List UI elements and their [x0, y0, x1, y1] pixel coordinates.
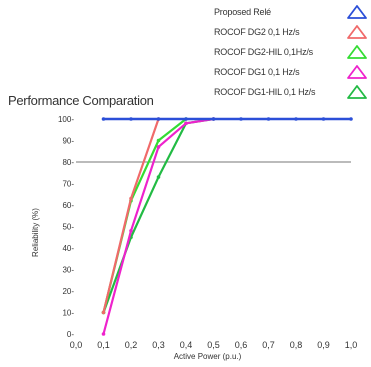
legend-label: ROCOF DG1 0,1 Hz/s	[214, 67, 300, 77]
chart-title: Performance Comparation	[8, 93, 154, 108]
data-point	[129, 196, 133, 201]
legend-swatch-icon	[347, 25, 367, 39]
x-tick-label: 0,4	[180, 340, 193, 350]
series-line-4	[102, 117, 215, 336]
y-tick-label: 80-	[62, 158, 74, 167]
data-point	[321, 117, 326, 121]
data-point	[294, 117, 298, 121]
y-tick-label: 10-	[62, 309, 74, 318]
y-tick-label: 70-	[62, 180, 74, 189]
legend-label: Proposed Relé	[214, 7, 271, 17]
x-tick-label: 0,9	[317, 340, 330, 350]
x-axis-label: Active Power (p.u.)	[174, 352, 242, 361]
legend-swatch-icon	[347, 65, 367, 79]
y-tick-label: 0-	[67, 330, 74, 339]
data-point	[101, 310, 106, 315]
data-point	[266, 117, 271, 121]
x-tick-label: 0,2	[125, 340, 138, 350]
legend-swatch-triangle	[347, 65, 367, 79]
y-axis-label: Reliability (%)	[31, 208, 40, 257]
legend-item: ROCOF DG1-HIL 0,1 Hz/s	[214, 84, 368, 104]
legend-label: ROCOF DG2 0,1 Hz/s	[214, 27, 300, 37]
data-point	[156, 175, 161, 179]
legend-item: ROCOF DG2-HIL 0,1Hz/s	[214, 44, 368, 64]
x-tick-label: 1,0	[345, 340, 358, 350]
chart-legend: Proposed Relé ROCOF DG2 0,1 Hz/s ROCOF DG2…	[214, 4, 368, 104]
y-tick-label: 90-	[62, 137, 74, 146]
data-point	[129, 117, 133, 121]
legend-item: Proposed Relé	[214, 4, 368, 24]
y-tick-label: 20-	[62, 287, 74, 296]
legend-item: ROCOF DG2 0,1 Hz/s	[214, 24, 368, 44]
x-tick-label: 0,1	[97, 340, 110, 350]
legend-label: ROCOF DG1-HIL 0,1 Hz/s	[214, 87, 316, 97]
legend-swatch-icon	[347, 45, 367, 59]
x-tick-label: 0,7	[262, 340, 275, 350]
legend-swatch-icon	[347, 5, 367, 19]
legend-label: ROCOF DG2-HIL 0,1Hz/s	[214, 47, 313, 57]
y-tick-label: 100-	[58, 115, 74, 124]
legend-swatch-triangle	[347, 85, 367, 99]
data-point	[211, 117, 216, 121]
legend-swatch-triangle	[347, 25, 367, 39]
x-tick-label: 0,6	[235, 340, 248, 350]
y-tick-label: 40-	[62, 244, 74, 253]
y-tick-label: 60-	[62, 201, 74, 210]
x-tick-label: 0,0	[70, 340, 83, 350]
data-point	[239, 117, 243, 121]
x-tick-label: 0,3	[152, 340, 165, 350]
data-point	[156, 117, 161, 121]
legend-swatch-triangle	[347, 45, 367, 59]
data-point	[184, 121, 188, 126]
x-tick-label: 0,8	[290, 340, 303, 350]
data-point	[101, 332, 106, 336]
data-point	[184, 117, 188, 121]
data-point	[101, 117, 106, 121]
x-tick-label: 0,5	[207, 340, 220, 350]
legend-swatch-icon	[347, 85, 367, 99]
data-point	[156, 145, 161, 149]
data-point	[129, 229, 133, 233]
y-tick-label: 30-	[62, 266, 74, 275]
legend-item: ROCOF DG1 0,1 Hz/s	[214, 64, 368, 84]
data-point	[349, 117, 353, 121]
legend-swatch-triangle	[347, 5, 367, 19]
y-tick-label: 50-	[62, 223, 74, 232]
data-point	[156, 138, 161, 143]
